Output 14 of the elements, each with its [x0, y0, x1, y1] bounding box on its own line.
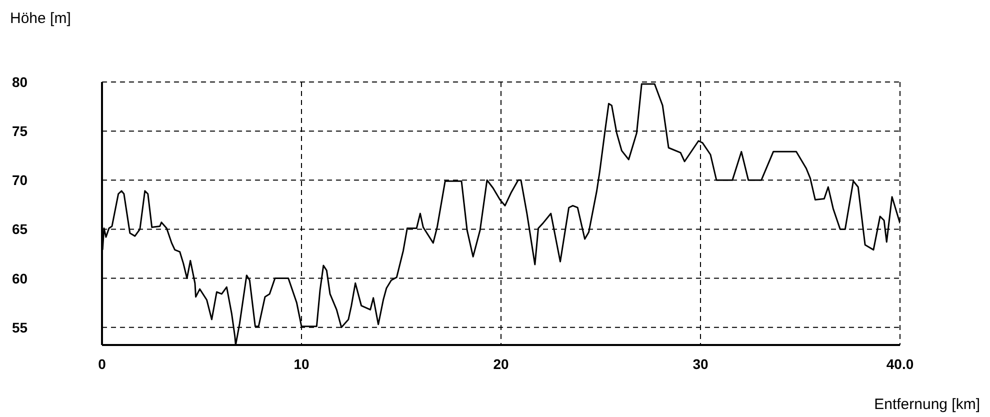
line-series	[102, 83, 900, 345]
x-tick-label: 10	[294, 356, 310, 372]
x-tick-label: 40.0	[886, 356, 914, 372]
x-axis-title: Entfernung [km]	[874, 396, 980, 413]
y-tick-label: 60	[12, 270, 28, 286]
y-tick-label: 70	[12, 172, 28, 188]
y-axis-title: Höhe [m]	[10, 10, 71, 27]
x-tick-label: 20	[493, 356, 509, 372]
y-tick-label: 55	[12, 319, 28, 336]
y-tick-label: 75	[12, 123, 28, 140]
y-tick-label: 80	[12, 74, 28, 90]
y-tick-label: 65	[12, 221, 28, 238]
x-tick-label: 0	[98, 356, 106, 372]
x-tick-label: 30	[692, 356, 708, 372]
